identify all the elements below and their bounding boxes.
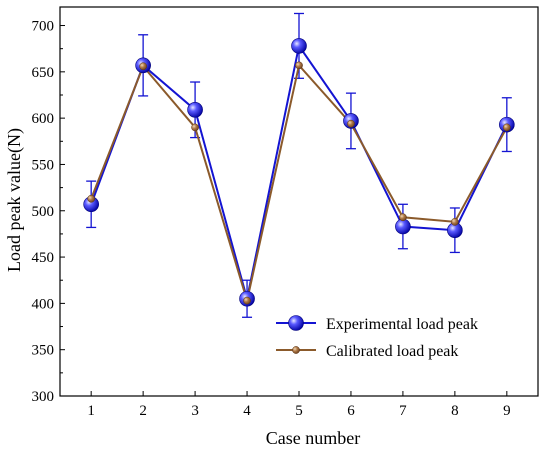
legend-marker-calibrated bbox=[292, 346, 300, 354]
calibrated-point bbox=[243, 296, 251, 305]
y-axis-title: Load peak value(N) bbox=[4, 128, 25, 272]
x-tick-label: 8 bbox=[451, 403, 459, 419]
y-tick-label: 650 bbox=[32, 65, 55, 81]
x-tick-label: 3 bbox=[191, 403, 199, 419]
y-tick-label: 700 bbox=[32, 19, 55, 35]
y-tick-label: 400 bbox=[32, 296, 55, 312]
series-line-calibrated bbox=[90, 63, 508, 305]
calibrated-point bbox=[451, 218, 459, 226]
y-tick-label: 450 bbox=[32, 250, 55, 266]
x-tick-label: 6 bbox=[347, 403, 355, 419]
y-tick-label: 600 bbox=[32, 111, 55, 127]
axis-ticks: 300 350 400 450 500 550 600 650 700 1 2 3 4 5 6 7 8 9 bbox=[32, 19, 511, 419]
calibrated-point bbox=[347, 119, 355, 128]
x-tick-label: 7 bbox=[399, 403, 407, 419]
y-tick-label: 550 bbox=[32, 157, 55, 173]
calibrated-point bbox=[191, 123, 199, 132]
experimental-point bbox=[291, 38, 307, 54]
series-line-experimental bbox=[90, 43, 508, 300]
y-tick-label: 300 bbox=[32, 389, 55, 405]
calibrated-point bbox=[502, 123, 511, 132]
y-tick-label: 500 bbox=[32, 204, 55, 220]
calibrated-point bbox=[295, 61, 303, 70]
legend: Experimental load peak Calibrated load pe… bbox=[276, 315, 478, 360]
experimental-point bbox=[187, 102, 203, 118]
experimental-point bbox=[395, 218, 411, 235]
x-axis-title: Case number bbox=[266, 428, 360, 448]
calibrated-point bbox=[139, 62, 147, 71]
series-layer bbox=[83, 12, 515, 318]
x-tick-label: 4 bbox=[243, 403, 251, 419]
x-tick-label: 5 bbox=[295, 403, 303, 419]
legend-marker-experimental bbox=[288, 315, 304, 331]
x-tick-label: 2 bbox=[139, 403, 147, 419]
calibrated-point bbox=[87, 194, 96, 203]
legend-label-calibrated: Calibrated load peak bbox=[326, 343, 458, 360]
calibrated-point bbox=[399, 213, 407, 222]
y-tick-label: 350 bbox=[32, 343, 55, 359]
x-tick-label: 1 bbox=[87, 403, 95, 419]
legend-label-experimental: Experimental load peak bbox=[326, 316, 478, 333]
x-tick-label: 9 bbox=[503, 403, 511, 419]
